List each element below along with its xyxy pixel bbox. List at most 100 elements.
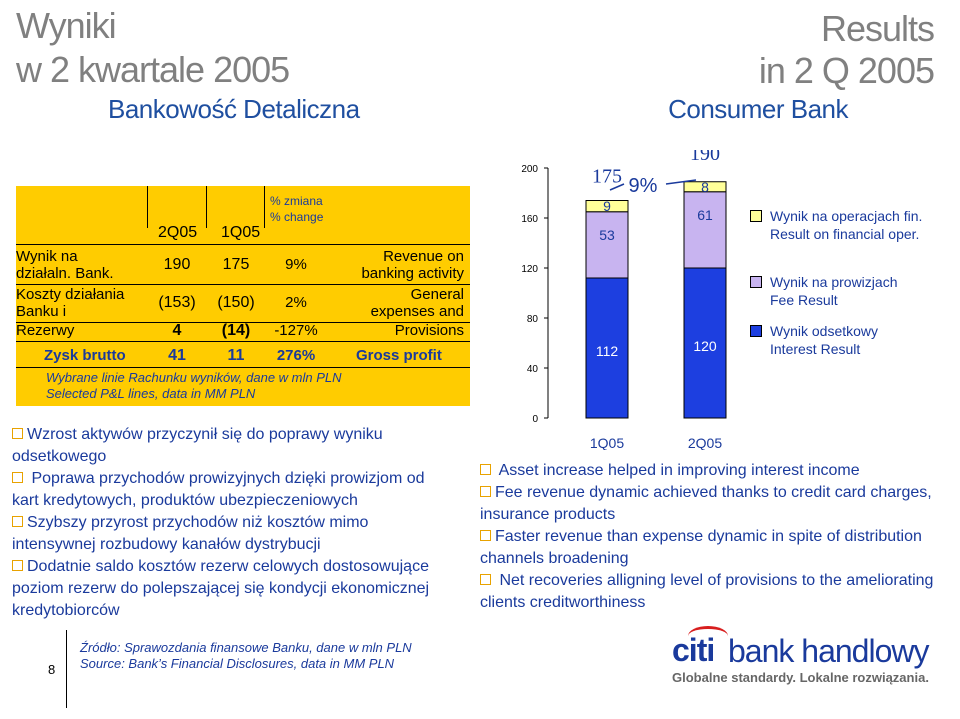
bullet-pl-2: Poprawa przychodów prowizyjnych dzięki p…	[12, 470, 425, 509]
title-pl-line1: Wyniki	[16, 5, 117, 46]
bullet-pl-4: Dodatnie saldo kosztów rezerw celowych d…	[12, 558, 430, 619]
row-gross-profit-2q05: 41	[168, 347, 186, 364]
legend-fee: Wynik na prowizjach Fee Result	[770, 273, 897, 309]
source-note: Źródło: Sprawozdania finansowe Banku, da…	[80, 640, 412, 672]
page-title-en: Results in 2 Q 2005	[758, 8, 935, 92]
subtitle-en: Consumer Bank	[668, 94, 848, 124]
row-provisions-pct: -127%	[274, 322, 318, 339]
checkbox-bullet-icon	[12, 428, 23, 439]
y-tick-label: 80	[527, 314, 539, 325]
footer-divider	[66, 630, 67, 708]
results-table: % zmiana % change 2Q05 1Q05 Wynik na dzi…	[16, 186, 470, 406]
row-revenue-label-en-1: Revenue on	[383, 248, 464, 265]
row-revenue-1q05: 175	[222, 256, 250, 273]
row-expenses-label-en-2: expenses and	[370, 303, 464, 320]
row-revenue-label-pl-1: Wynik na	[16, 248, 78, 265]
row-revenue-pct: 9%	[285, 256, 307, 273]
bar-value-label: 120	[693, 338, 717, 354]
legend-fee-pl: Wynik na prowizjach	[770, 274, 898, 290]
y-tick-label: 0	[532, 414, 538, 425]
row-divider	[16, 341, 470, 342]
title-pl-line2: w 2 kwartale 2005	[16, 49, 290, 90]
row-expenses-label-pl-1: Koszty działania	[16, 286, 125, 303]
col-header-change-en: % change	[270, 210, 324, 224]
row-revenue-2q05: 190	[163, 256, 191, 273]
bullets-pl: Wzrost aktywów przyczynił się do poprawy…	[12, 424, 452, 622]
row-expenses-1q05: (150)	[217, 294, 255, 311]
y-tick-label: 160	[521, 214, 538, 225]
bar-value-label: 53	[599, 227, 615, 243]
bar-segment	[683, 191, 727, 269]
col-divider	[264, 186, 265, 228]
col-header-change-pl: % zmiana	[270, 194, 323, 208]
bar-value-label: 112	[596, 343, 619, 359]
bullet-pl-1: Wzrost aktywów przyczynił się do poprawy…	[12, 426, 383, 465]
legend-int-pl: Wynik odsetkowy	[770, 323, 879, 339]
legend-swatch-int	[750, 325, 762, 337]
page-title-pl: Wyniki w 2 kwartale 2005	[16, 4, 290, 92]
results-bar-chart: 0 40 80 120 160 200 112 53 9 175 1Q05 120 61 8 190 2Q05…	[521, 150, 727, 450]
row-gross-profit-1q05: 11	[227, 347, 245, 364]
checkbox-bullet-icon	[480, 464, 491, 475]
x-category-label: 2Q05	[688, 435, 722, 450]
row-gross-profit-pct: 276%	[276, 347, 316, 364]
bar-total-label: 190	[690, 150, 720, 165]
slide-number: 8	[48, 662, 56, 677]
source-pl: Źródło: Sprawozdania finansowe Banku, da…	[80, 640, 412, 655]
table-footnote-pl: Wybrane linie Rachunku wyników, dane w m…	[46, 370, 342, 385]
legend-swatch-fin	[750, 210, 762, 222]
col-header-2q05: 2Q05	[158, 224, 198, 241]
row-provisions-label-en: Provisions	[394, 322, 464, 339]
row-expenses-pct: 2%	[285, 294, 307, 311]
x-category-label: 1Q05	[590, 435, 624, 450]
row-provisions-2q05: 4	[172, 322, 182, 339]
growth-annotation: 9%	[629, 175, 658, 197]
subtitle-pl: Bankowość Detaliczna	[108, 94, 360, 124]
bullets-en: Asset increase helped in improving inter…	[480, 460, 952, 614]
y-tick-label: 120	[521, 264, 538, 275]
legend-fee-en: Fee Result	[770, 292, 838, 308]
row-provisions-1q05: (14)	[221, 322, 251, 339]
checkbox-bullet-icon	[12, 516, 23, 527]
bar-value-label: 9	[603, 198, 611, 214]
legend-swatch-fee	[750, 276, 762, 288]
bar-segment	[683, 267, 727, 419]
source-en: Source: Bank’s Financial Disclosures, da…	[80, 656, 395, 671]
bullet-en-2: Fee revenue dynamic achieved thanks to c…	[480, 484, 932, 523]
row-divider	[16, 244, 470, 245]
logo-citi-text: citi	[672, 632, 715, 668]
row-revenue-label-pl-2: działaln. Bank.	[16, 265, 114, 282]
legend-fin-pl: Wynik na operacjach fin.	[770, 208, 923, 224]
y-tick-label: 40	[527, 364, 539, 375]
checkbox-bullet-icon	[12, 472, 23, 483]
row-divider	[16, 322, 470, 323]
bullet-en-1: Asset increase helped in improving inter…	[480, 460, 952, 482]
checkbox-bullet-icon	[480, 486, 491, 497]
title-en-line2: in 2 Q 2005	[758, 50, 935, 91]
checkbox-bullet-icon	[12, 560, 23, 571]
checkbox-bullet-icon	[480, 530, 491, 541]
row-expenses-label-pl-2: Banku i	[16, 303, 67, 320]
growth-arrow-head	[665, 179, 697, 185]
bullet-en-3: Faster revenue than expense dynamic in s…	[480, 528, 922, 567]
row-divider	[16, 284, 470, 285]
legend-fin: Wynik na operacjach fin. Result on finan…	[770, 207, 922, 243]
bar-segment	[585, 211, 629, 279]
bar-segment	[683, 181, 727, 193]
row-gross-profit-label-pl: Zysk brutto	[44, 347, 126, 364]
bar-value-label: 8	[701, 179, 709, 195]
bar-segment	[585, 200, 629, 213]
row-provisions-label-pl: Rezerwy	[16, 322, 75, 339]
legend-fin-en: Result on financial oper.	[770, 226, 920, 242]
row-divider	[16, 367, 470, 368]
citibank-handlowy-logo: citi bank handlowy Globalne standardy. L…	[672, 626, 948, 692]
col-divider	[206, 186, 207, 228]
table-footnote-en: Selected P&L lines, data in MM PLN	[46, 386, 256, 401]
y-tick-label: 200	[521, 164, 538, 175]
col-header-1q05: 1Q05	[221, 224, 261, 241]
row-expenses-label-en-1: General	[410, 286, 464, 303]
logo-handlowy-text: bank handlowy	[728, 633, 929, 669]
checkbox-bullet-icon	[480, 574, 491, 585]
legend-int-en: Interest Result	[770, 341, 861, 357]
citi-arc-icon	[688, 626, 728, 646]
